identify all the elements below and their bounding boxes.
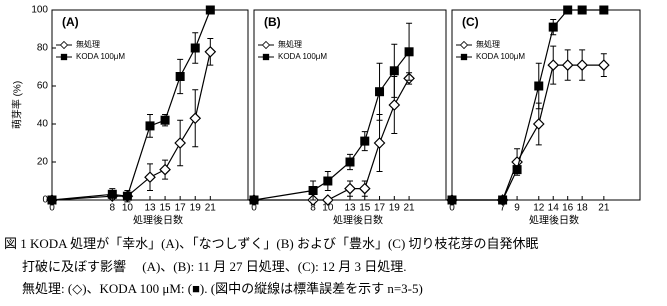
- y-axis-label: 萌芽率 (%): [11, 81, 24, 129]
- x-axis-label: 処理後日数: [333, 214, 383, 227]
- x-tick-label: 10: [122, 203, 134, 214]
- series-line: [51, 9, 211, 201]
- y-tick-label: 80: [37, 43, 49, 54]
- data-point: [160, 115, 170, 125]
- y-tick-label: 20: [37, 157, 49, 168]
- data-point: [174, 137, 187, 149]
- y-tick-label: 60: [37, 81, 49, 92]
- data-point: [345, 157, 355, 167]
- x-tick-label: 21: [205, 203, 217, 214]
- y-tick-label: 40: [37, 119, 49, 130]
- plot-frame: [253, 9, 447, 201]
- data-point: [534, 81, 544, 91]
- legend-marker: [459, 40, 469, 50]
- data-point: [404, 47, 414, 57]
- x-tick-label: 13: [144, 203, 156, 214]
- data-point: [190, 43, 200, 53]
- data-point: [358, 182, 371, 195]
- legend-marker: [59, 40, 69, 50]
- x-tick-label: 16: [562, 203, 574, 214]
- series-line: [452, 64, 604, 201]
- x-tick-label: 12: [533, 203, 545, 214]
- panel-title: (C): [462, 15, 479, 29]
- legend-marker: [460, 53, 468, 61]
- legend-marker: [262, 53, 270, 61]
- data-point: [577, 5, 587, 15]
- legend-label: KODA 100μM: [76, 52, 125, 61]
- series-line: [452, 9, 604, 201]
- data-point: [175, 72, 185, 81]
- data-point: [576, 59, 589, 71]
- caption-line: 図 1 KODA 処理が「幸水」(A)、「なつしずく」(B) および「豊水」(C…: [4, 236, 539, 251]
- legend-label: 無処理: [278, 39, 302, 49]
- data-point: [597, 59, 610, 71]
- series-line: [51, 51, 211, 201]
- x-tick-label: 19: [389, 203, 401, 214]
- data-point: [548, 22, 558, 32]
- legend-marker: [60, 53, 68, 61]
- data-point: [563, 5, 573, 15]
- x-tick-label: 9: [514, 203, 520, 214]
- x-tick-label: 17: [175, 203, 187, 214]
- data-point: [447, 195, 457, 205]
- data-point: [388, 99, 401, 111]
- x-tick-label: 21: [404, 203, 416, 214]
- panel-title: (A): [62, 15, 79, 29]
- x-tick-label: 15: [160, 203, 172, 214]
- x-tick-label: 13: [344, 203, 356, 214]
- legend-label: KODA 100μM: [278, 52, 327, 61]
- data-point: [375, 87, 385, 97]
- x-axis-label: 処理後日数: [529, 214, 579, 227]
- x-tick-label: 0: [449, 203, 455, 214]
- data-point: [204, 45, 217, 58]
- data-point: [344, 182, 356, 195]
- x-tick-label: 0: [49, 203, 55, 214]
- x-axis-label: 処理後日数: [133, 214, 183, 227]
- data-point: [532, 118, 545, 130]
- x-tick-label: 7: [500, 203, 506, 214]
- legend-label: KODA 100μM: [476, 52, 525, 61]
- x-tick-label: 0: [251, 203, 257, 214]
- data-point: [389, 66, 399, 76]
- data-point: [144, 171, 156, 184]
- data-point: [323, 176, 333, 186]
- data-point: [145, 121, 155, 131]
- data-point: [47, 195, 57, 205]
- data-point: [189, 112, 202, 125]
- data-point: [360, 136, 370, 146]
- data-point: [205, 5, 215, 15]
- x-tick-label: 10: [322, 203, 334, 214]
- x-tick-label: 14: [548, 203, 560, 214]
- data-point: [159, 163, 171, 176]
- x-tick-label: 17: [374, 203, 386, 214]
- caption-line: 打破に及ぼす影響 (A)、(B): 11 月 27 日処理、(C): 12 月 …: [22, 259, 406, 274]
- y-tick-label: 0: [42, 195, 48, 206]
- data-point: [308, 186, 318, 195]
- data-point: [599, 5, 609, 15]
- caption-line: 無処理: (◇)、KODA 100 μM: (■). (図中の縦線は標準誤差を示…: [22, 281, 423, 296]
- data-point: [321, 194, 334, 206]
- y-tick-label: 100: [31, 5, 48, 16]
- legend-label: 無処理: [476, 39, 500, 49]
- data-point: [249, 195, 259, 205]
- x-tick-label: 18: [577, 203, 589, 214]
- x-tick-label: 21: [598, 203, 610, 214]
- data-point: [547, 59, 560, 71]
- x-tick-label: 19: [190, 203, 202, 214]
- data-point: [512, 165, 522, 175]
- x-tick-label: 8: [110, 203, 116, 214]
- data-point: [122, 191, 132, 201]
- x-tick-label: 15: [359, 203, 371, 214]
- plot-frame: [451, 9, 641, 201]
- data-point: [498, 195, 508, 205]
- x-tick-label: 8: [310, 203, 316, 214]
- legend-label: 無処理: [76, 39, 100, 49]
- panel-title: (B): [264, 15, 281, 29]
- legend-marker: [261, 40, 271, 50]
- data-point: [561, 59, 574, 71]
- data-point: [373, 137, 386, 149]
- data-point: [107, 189, 117, 199]
